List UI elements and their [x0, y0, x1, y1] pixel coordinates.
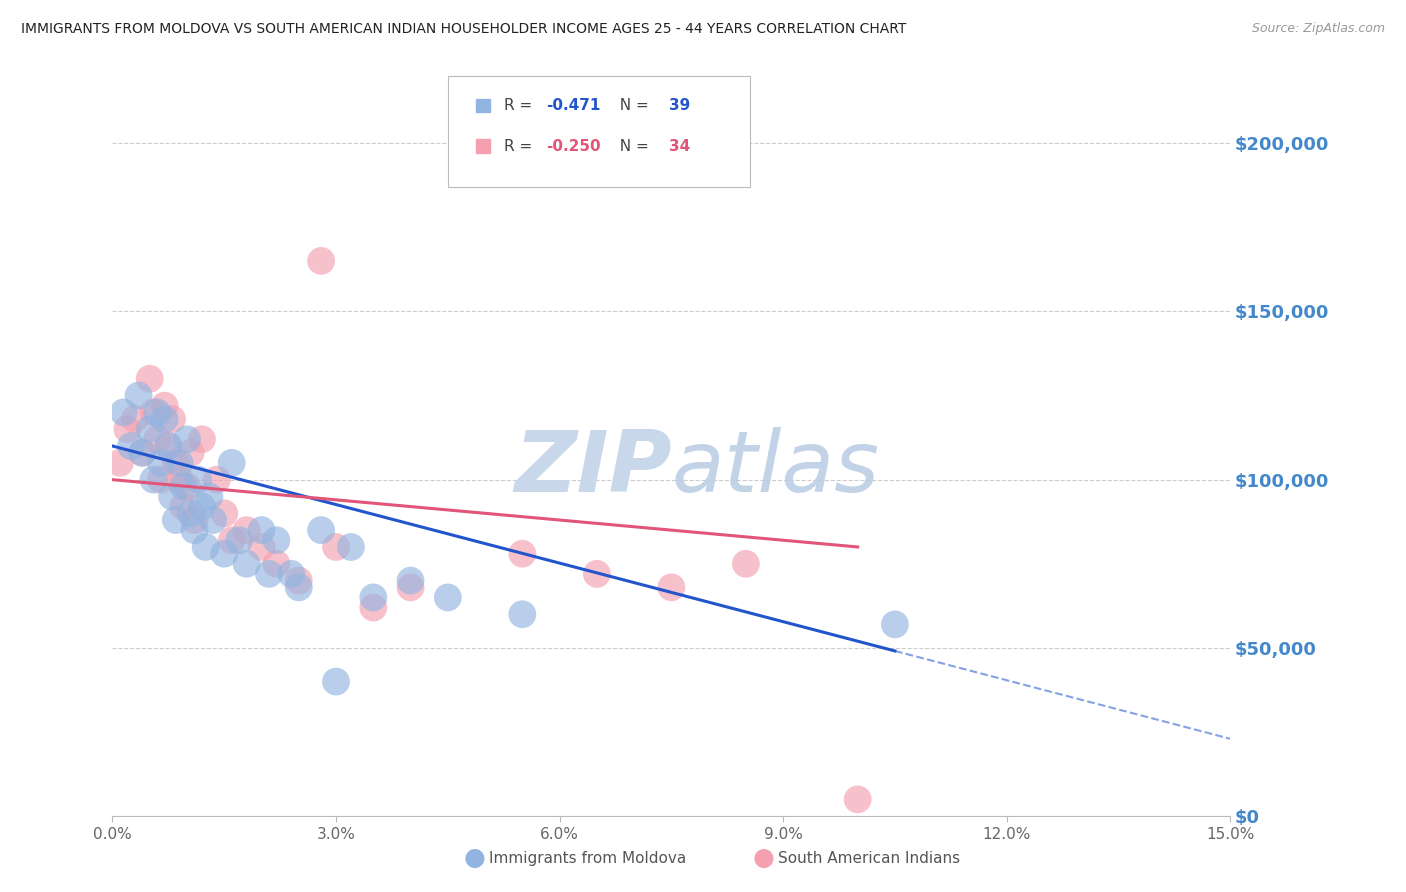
Point [165, 456, 187, 470]
Point [124, 412, 146, 426]
Point [309, 523, 332, 537]
Text: -0.250: -0.250 [546, 138, 600, 153]
Point [160, 412, 183, 426]
Point [157, 439, 180, 453]
Point [176, 479, 198, 493]
Point [191, 432, 214, 446]
Point [288, 580, 311, 594]
Point [138, 422, 162, 436]
Point [399, 574, 422, 588]
Point [884, 617, 907, 632]
Point [169, 456, 191, 470]
Point [325, 674, 347, 689]
Text: N =: N = [610, 138, 654, 153]
Text: ●: ● [752, 847, 775, 870]
FancyBboxPatch shape [447, 76, 749, 187]
Point [846, 792, 869, 806]
Point [194, 540, 217, 554]
Point [735, 557, 758, 571]
Point [280, 566, 302, 581]
Point [112, 405, 135, 419]
Text: ZIP: ZIP [513, 426, 672, 509]
Text: Immigrants from Moldova: Immigrants from Moldova [489, 851, 686, 865]
Point [214, 547, 236, 561]
Point [228, 533, 250, 548]
Text: ●: ● [464, 847, 486, 870]
Bar [475, 99, 489, 112]
Point [149, 456, 172, 470]
Point [146, 405, 169, 419]
Point [250, 540, 273, 554]
Point [153, 412, 176, 426]
Point [172, 500, 194, 514]
Point [128, 388, 150, 402]
Point [183, 523, 205, 537]
Point [250, 523, 273, 537]
Point [363, 591, 385, 605]
Text: South American Indians: South American Indians [778, 851, 960, 865]
Text: N =: N = [610, 98, 654, 113]
Point [340, 540, 363, 554]
Point [153, 399, 176, 413]
Point [180, 506, 202, 520]
Point [142, 473, 165, 487]
Point [257, 566, 280, 581]
Point [661, 580, 683, 594]
Point [138, 372, 162, 386]
Point [214, 506, 236, 520]
Point [131, 446, 153, 460]
Point [165, 513, 187, 527]
Text: R =: R = [503, 138, 537, 153]
Point [221, 533, 243, 548]
Text: Source: ZipAtlas.com: Source: ZipAtlas.com [1251, 22, 1385, 36]
Point [363, 600, 385, 615]
Point [183, 513, 205, 527]
Point [191, 500, 214, 514]
Text: R =: R = [503, 98, 537, 113]
Point [180, 446, 202, 460]
Point [266, 557, 288, 571]
Text: 34: 34 [669, 138, 690, 153]
Point [142, 405, 165, 419]
Point [160, 490, 183, 504]
Point [146, 432, 169, 446]
Point [288, 574, 311, 588]
Point [108, 456, 131, 470]
Point [205, 473, 228, 487]
Point [325, 540, 347, 554]
Point [437, 591, 460, 605]
Point [202, 513, 225, 527]
Point [512, 547, 534, 561]
Bar [475, 139, 489, 153]
Point [157, 439, 180, 453]
Point [198, 490, 221, 504]
Point [399, 580, 422, 594]
Point [266, 533, 288, 548]
Text: -0.471: -0.471 [546, 98, 600, 113]
Point [176, 432, 198, 446]
Point [221, 456, 243, 470]
Point [131, 446, 153, 460]
Point [149, 473, 172, 487]
Text: 39: 39 [669, 98, 690, 113]
Text: atlas: atlas [672, 426, 879, 509]
Point [187, 473, 209, 487]
Point [120, 439, 142, 453]
Point [169, 473, 191, 487]
Point [512, 607, 534, 622]
Point [309, 253, 332, 268]
Point [172, 479, 194, 493]
Point [235, 557, 257, 571]
Point [585, 566, 607, 581]
Point [117, 422, 139, 436]
Point [235, 523, 257, 537]
Text: IMMIGRANTS FROM MOLDOVA VS SOUTH AMERICAN INDIAN HOUSEHOLDER INCOME AGES 25 - 44: IMMIGRANTS FROM MOLDOVA VS SOUTH AMERICA… [21, 22, 907, 37]
